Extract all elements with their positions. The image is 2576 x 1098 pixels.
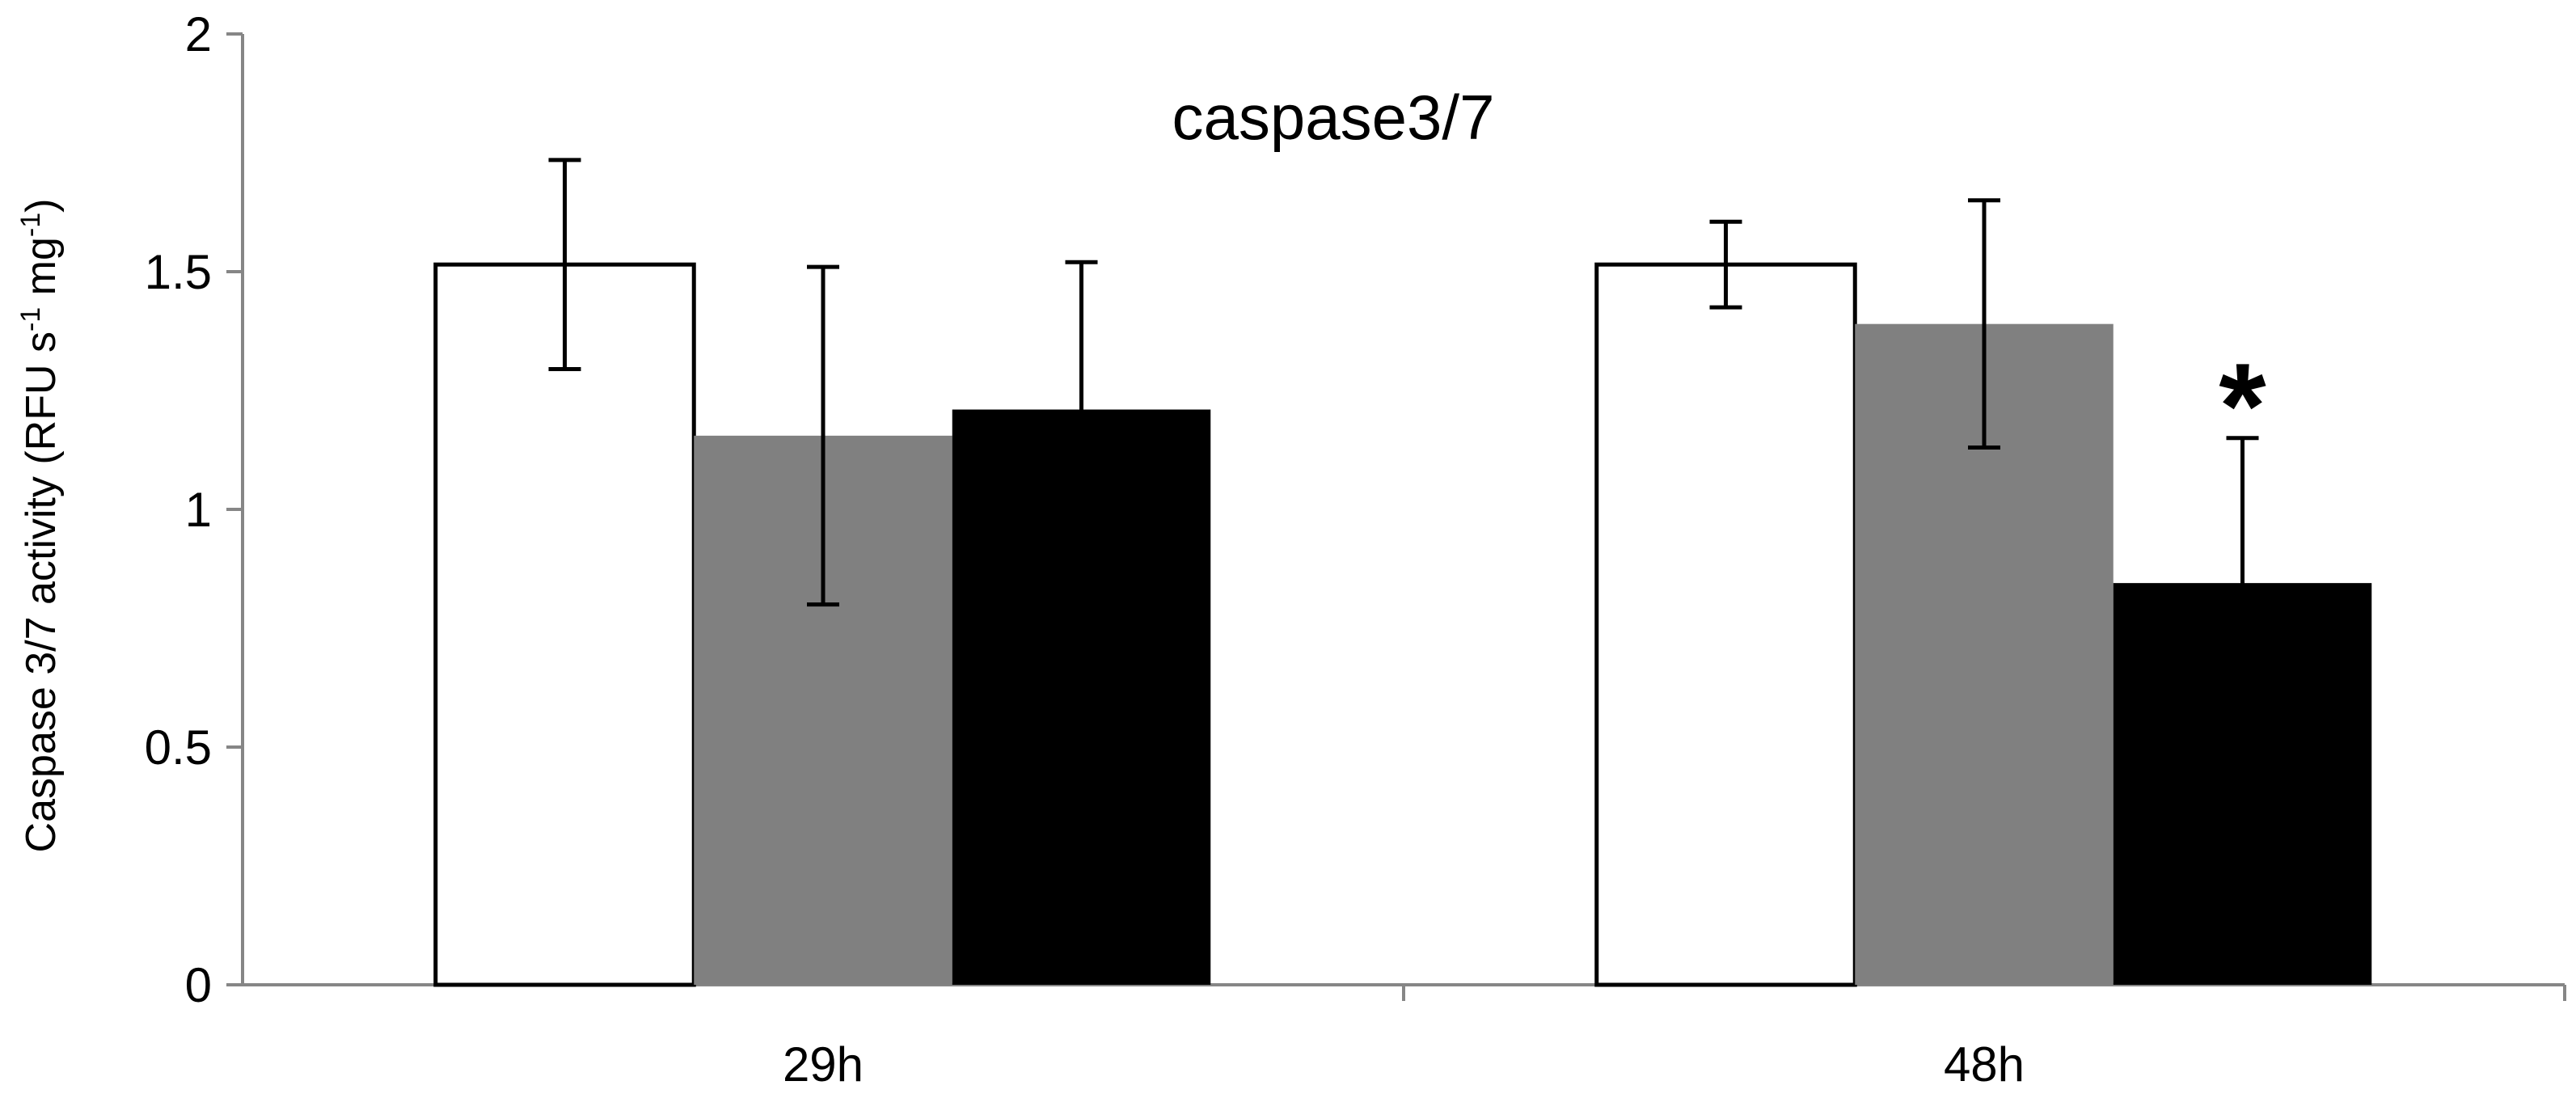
y-tick-label: 1: [185, 483, 212, 537]
y-axis-label: Caspase 3/7 activity (RFU s-1 mg-1): [15, 199, 65, 853]
x-category-label: 29h: [783, 1037, 864, 1092]
significance-asterisk: *: [2219, 338, 2266, 474]
bar: [433, 262, 696, 987]
y-tick-label: 2: [185, 7, 212, 61]
annotations: *: [2219, 338, 2266, 474]
x-category-label: 48h: [1944, 1037, 2025, 1092]
error-bars: [548, 158, 2259, 730]
chart-title: caspase3/7: [1172, 82, 1495, 153]
y-tick-label: 0.5: [145, 720, 212, 775]
y-tick-label: 0: [185, 958, 212, 1012]
y-tick-label: 1.5: [145, 245, 212, 299]
bar: [1594, 262, 1857, 987]
bars: [433, 262, 2372, 987]
y-ticks: 0 0.5 1 1.5 2: [145, 7, 243, 1012]
x-categories: 29h 48h: [783, 1037, 2025, 1092]
